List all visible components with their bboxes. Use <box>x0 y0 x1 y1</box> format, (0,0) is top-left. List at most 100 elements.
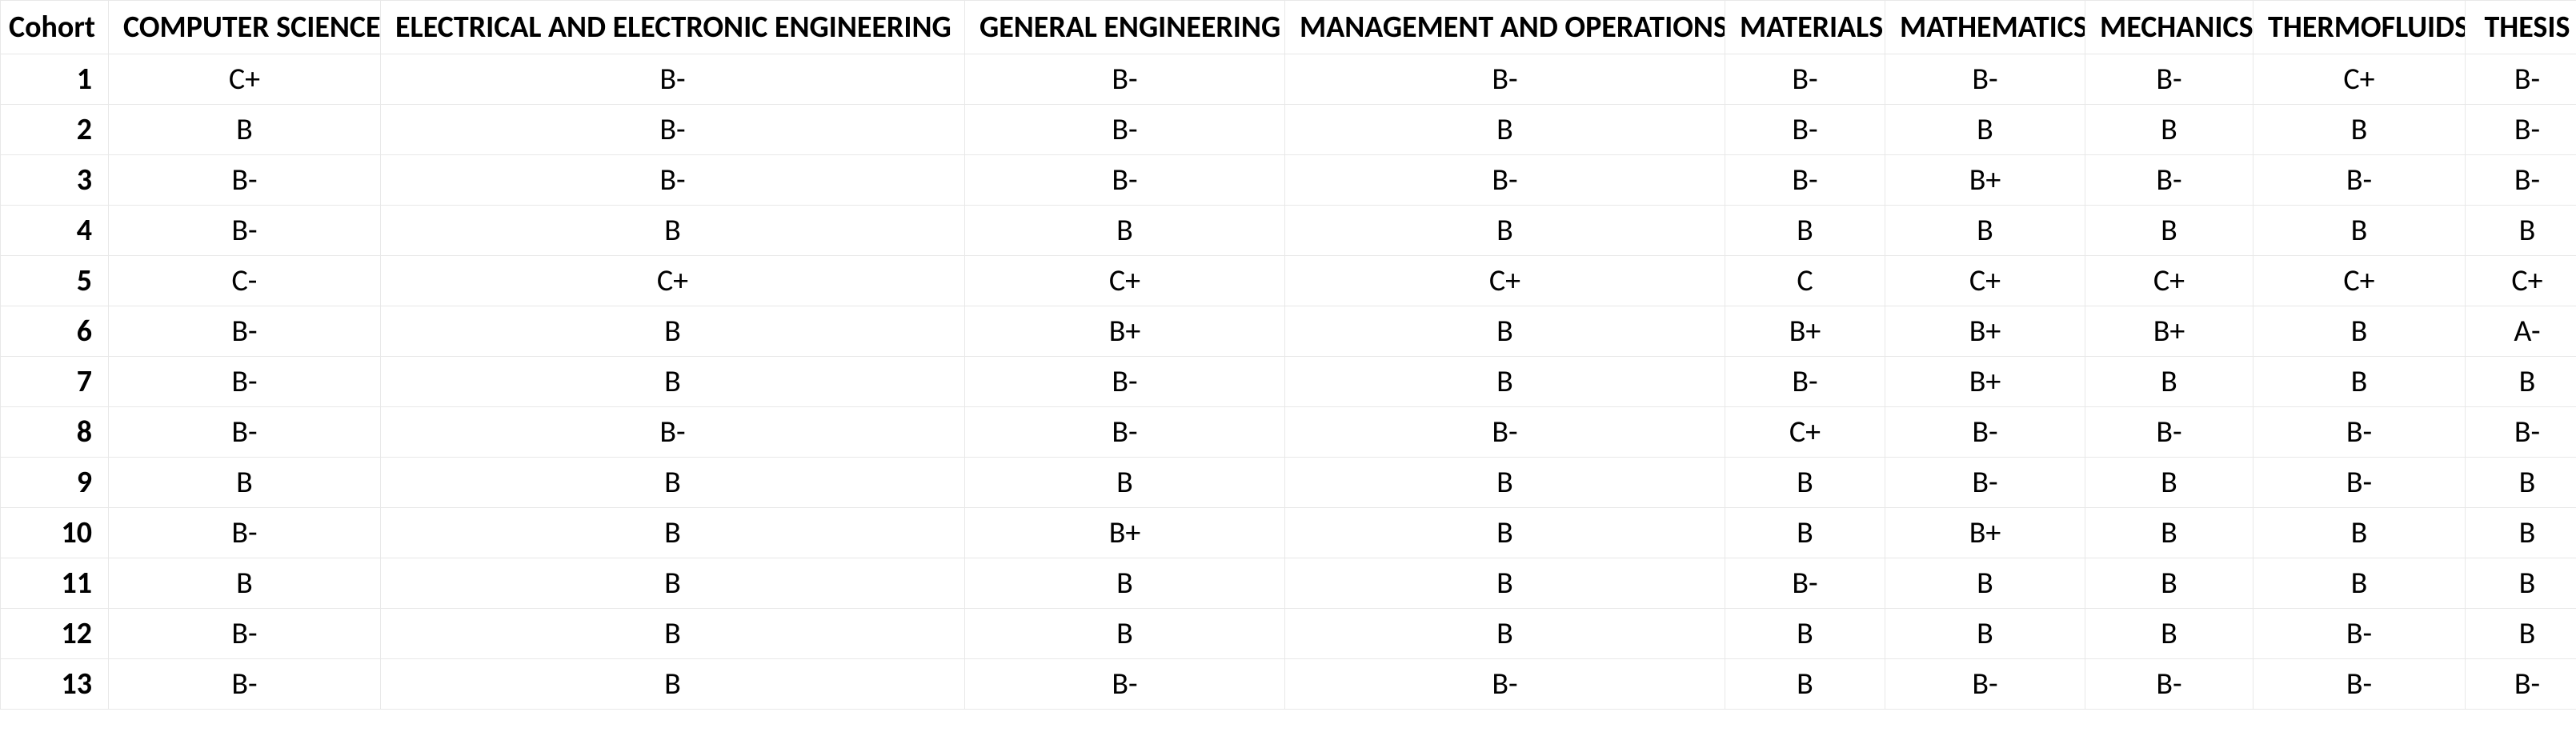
col-header-mo: MANAGEMENT AND OPERATIONS <box>1285 1 1725 54</box>
cell-mat: B <box>1725 659 1885 710</box>
cell-eee: B <box>381 558 965 609</box>
cell-cohort: 4 <box>1 206 109 256</box>
cell-mo: B <box>1285 609 1725 659</box>
cell-ge: C+ <box>965 256 1285 306</box>
cell-cs: B- <box>109 407 381 458</box>
cell-math: B- <box>1885 407 2085 458</box>
cell-cs: B <box>109 105 381 155</box>
cell-cohort: 12 <box>1 609 109 659</box>
cell-mo: B- <box>1285 659 1725 710</box>
cell-thesis: B- <box>2466 407 2576 458</box>
table-row: 7B-BB-BB-B+BBBB <box>1 357 2576 407</box>
table-row: 13B-BB-B-BB-B-B-B-B <box>1 659 2576 710</box>
cell-eee: B <box>381 659 965 710</box>
cell-cs: B <box>109 458 381 508</box>
cell-mech: C+ <box>2085 256 2253 306</box>
cell-ge: B+ <box>965 306 1285 357</box>
cell-mo: B- <box>1285 155 1725 206</box>
cell-math: B- <box>1885 659 2085 710</box>
cell-mat: C+ <box>1725 407 1885 458</box>
table-row: 1C+B-B-B-B-B-B-C+B-B- <box>1 54 2576 105</box>
cell-tf: B <box>2253 206 2466 256</box>
cell-math: B+ <box>1885 508 2085 558</box>
cell-mo: C+ <box>1285 256 1725 306</box>
col-header-mech: MECHANICS <box>2085 1 2253 54</box>
cell-mat: B- <box>1725 155 1885 206</box>
cell-mat: B- <box>1725 54 1885 105</box>
cell-tf: B <box>2253 306 2466 357</box>
cell-thesis: B <box>2466 357 2576 407</box>
cell-math: B+ <box>1885 306 2085 357</box>
cell-mech: B <box>2085 508 2253 558</box>
cell-cs: B- <box>109 155 381 206</box>
cell-eee: B <box>381 508 965 558</box>
cell-cs: B- <box>109 206 381 256</box>
table-body: 1C+B-B-B-B-B-B-C+B-B-2BB-B-BB-BBBB-B3B-B… <box>1 54 2576 710</box>
table-row: 2BB-B-BB-BBBB-B <box>1 105 2576 155</box>
col-header-ge: GENERAL ENGINEERING <box>965 1 1285 54</box>
cell-mo: B <box>1285 105 1725 155</box>
cell-thesis: B- <box>2466 659 2576 710</box>
cell-thesis: B <box>2466 458 2576 508</box>
cell-mo: B <box>1285 306 1725 357</box>
cell-thesis: C+ <box>2466 256 2576 306</box>
cell-cohort: 13 <box>1 659 109 710</box>
cell-thesis: A- <box>2466 306 2576 357</box>
cell-tf: B- <box>2253 155 2466 206</box>
col-header-thesis: THESIS <box>2466 1 2576 54</box>
cell-thesis: B <box>2466 206 2576 256</box>
cell-mat: B <box>1725 508 1885 558</box>
cell-cohort: 5 <box>1 256 109 306</box>
cell-eee: B <box>381 357 965 407</box>
cell-mech: B- <box>2085 659 2253 710</box>
cell-eee: B- <box>381 54 965 105</box>
cell-ge: B <box>965 609 1285 659</box>
cell-ge: B+ <box>965 508 1285 558</box>
cell-ge: B- <box>965 155 1285 206</box>
cell-thesis: B <box>2466 508 2576 558</box>
cell-tf: B- <box>2253 407 2466 458</box>
grades-table: Cohort COMPUTER SCIENCE ELECTRICAL AND E… <box>0 0 2576 710</box>
cell-eee: B <box>381 306 965 357</box>
cell-cohort: 10 <box>1 508 109 558</box>
cell-mech: B <box>2085 458 2253 508</box>
cell-eee: B <box>381 609 965 659</box>
col-header-cohort: Cohort <box>1 1 109 54</box>
cell-tf: B- <box>2253 458 2466 508</box>
cell-mech: B <box>2085 609 2253 659</box>
cell-mat: B- <box>1725 105 1885 155</box>
cell-cs: C+ <box>109 54 381 105</box>
cell-tf: B <box>2253 105 2466 155</box>
cell-mat: B <box>1725 206 1885 256</box>
cell-mat: B+ <box>1725 306 1885 357</box>
cell-cs: B- <box>109 306 381 357</box>
table-row: 6B-BB+BB+B+B+BA-B+ <box>1 306 2576 357</box>
cell-mat: B- <box>1725 558 1885 609</box>
cell-mo: B <box>1285 508 1725 558</box>
cell-cs: C- <box>109 256 381 306</box>
cell-ge: B- <box>965 105 1285 155</box>
cell-thesis: B- <box>2466 155 2576 206</box>
cell-tf: C+ <box>2253 54 2466 105</box>
cell-mech: B+ <box>2085 306 2253 357</box>
cell-mo: B <box>1285 458 1725 508</box>
cell-mech: B- <box>2085 54 2253 105</box>
header-row: Cohort COMPUTER SCIENCE ELECTRICAL AND E… <box>1 1 2576 54</box>
cell-cohort: 3 <box>1 155 109 206</box>
cell-math: B <box>1885 105 2085 155</box>
cell-eee: B <box>381 458 965 508</box>
cell-ge: B- <box>965 407 1285 458</box>
col-header-cs: COMPUTER SCIENCE <box>109 1 381 54</box>
cell-math: B <box>1885 206 2085 256</box>
cell-eee: C+ <box>381 256 965 306</box>
table-row: 8B-B-B-B-C+B-B-B-B-B- <box>1 407 2576 458</box>
table-row: 5C-C+C+C+CC+C+C+C+C+ <box>1 256 2576 306</box>
cell-ge: B <box>965 458 1285 508</box>
cell-math: B- <box>1885 54 2085 105</box>
cell-mo: B <box>1285 206 1725 256</box>
col-header-tf: THERMOFLUIDS <box>2253 1 2466 54</box>
cell-mat: B <box>1725 458 1885 508</box>
cell-cohort: 7 <box>1 357 109 407</box>
cell-eee: B- <box>381 105 965 155</box>
cell-tf: B <box>2253 508 2466 558</box>
